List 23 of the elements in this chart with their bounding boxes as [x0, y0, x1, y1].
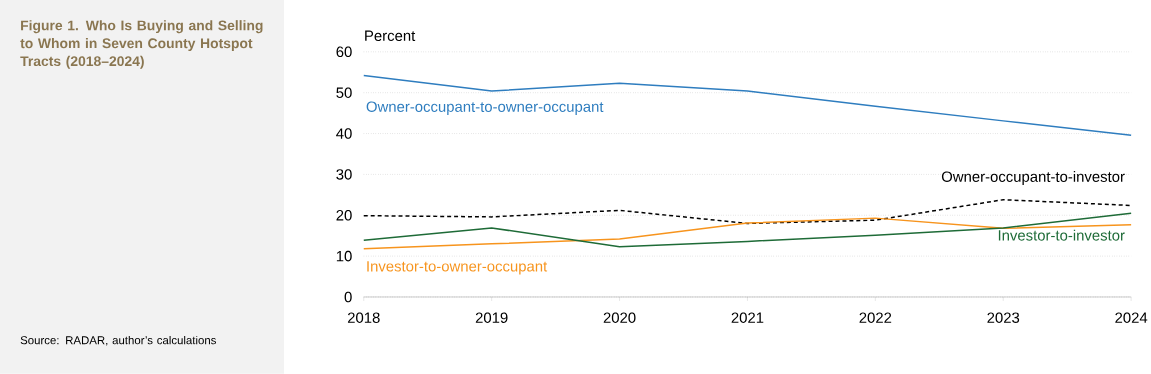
y-tick-label: 40	[336, 128, 352, 139]
line-series	[363, 199, 1132, 225]
y-tick-label: 30	[336, 169, 352, 180]
series-label: Owner-occupant-to-investor	[941, 171, 1125, 186]
series-label: Investor-to-owner-occupant	[367, 261, 548, 275]
x-tick-label: 2019	[475, 312, 508, 324]
y-tick-label: 60	[336, 46, 352, 58]
text: Figure 1. Who Is Buying and Selling to Whom in Seven County Hotspot Tracts (2018–2024)	[20, 20, 263, 69]
y-tick-label: 50	[336, 87, 352, 99]
x-tick-label: 2021	[731, 312, 764, 324]
y-tick-label: 10	[336, 250, 352, 262]
x-tick-label: 2018	[347, 312, 380, 324]
y-tick-label: 20	[336, 210, 352, 221]
x-tick-label: 2020	[603, 312, 636, 324]
series-label: Investor-to-investor	[998, 229, 1125, 241]
x-tick-label: 2024	[1115, 312, 1148, 324]
series-label: Owner-occupant-to-owner-occupant	[366, 101, 604, 116]
y-tick-label: 0	[344, 291, 352, 303]
x-tick-label: 2022	[859, 312, 892, 324]
x-tick-label: 2023	[987, 312, 1020, 324]
y-axis-title: Percent	[365, 30, 416, 42]
source-note: Source: RADAR, author’s calculations	[20, 336, 216, 346]
line-series	[363, 74, 1132, 137]
